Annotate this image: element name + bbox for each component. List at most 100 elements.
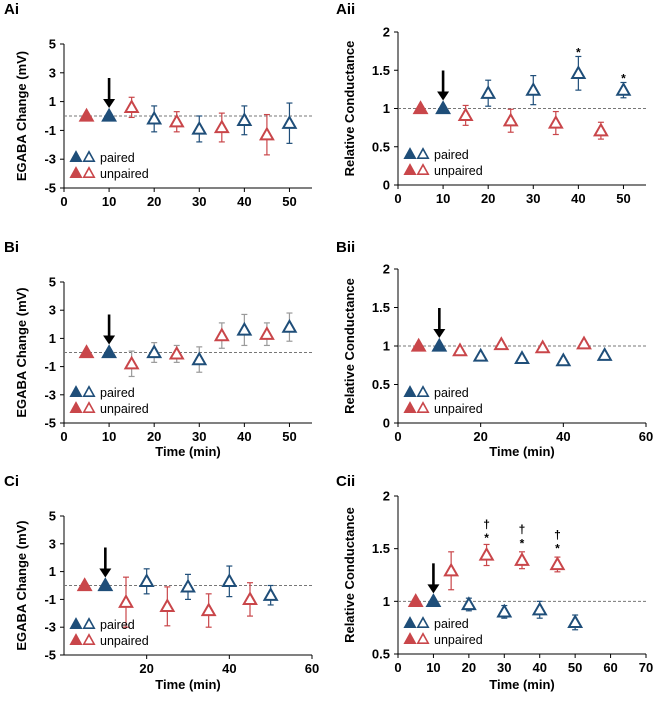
y-tick-label: -1 — [44, 359, 56, 374]
y-tick-label: -5 — [44, 416, 56, 431]
legend-paired-open-icon — [82, 385, 96, 397]
data-point-paired-filled — [101, 107, 118, 122]
y-axis-label: Relative Conductance — [342, 41, 357, 177]
data-point-unpaired-open — [200, 602, 217, 617]
stimulus-arrow-head — [433, 329, 446, 338]
data-point-paired-open — [262, 587, 279, 601]
legend-paired-open-icon — [416, 385, 430, 397]
legend-paired-open-icon — [416, 616, 430, 628]
legend-paired-label: paired — [100, 151, 135, 165]
y-tick-label: 0 — [383, 416, 390, 431]
y-tick-label: -3 — [44, 152, 56, 167]
legend-paired-label: paired — [100, 618, 135, 632]
x-tick-label: 20 — [473, 429, 487, 444]
legend-paired-filled-icon — [69, 150, 83, 162]
stimulus-arrow-head — [103, 335, 116, 345]
y-tick-label: 1 — [383, 594, 390, 609]
data-point-paired-open — [570, 65, 587, 79]
x-tick-label: 40 — [237, 429, 251, 444]
x-tick-label: 50 — [616, 191, 630, 206]
x-tick-label: 0 — [60, 429, 67, 444]
panel-ci: Ci 5 3 1 -1 -3 -5 20 40 60 EGABA Change (mV) Time (… — [4, 473, 319, 692]
x-tick-label: 50 — [568, 660, 582, 675]
y-tick-label: 5 — [49, 37, 56, 52]
legend-unpaired-label: unpaired — [100, 402, 149, 416]
data-point-paired-filled — [425, 593, 442, 607]
legend-paired-label: paired — [100, 386, 135, 400]
data-point-paired-open — [567, 614, 584, 629]
x-tick-label: 30 — [526, 191, 540, 206]
panel-label: Aii — [336, 1, 355, 18]
data-point-paired-open — [281, 318, 298, 333]
x-tick-label: 10 — [102, 429, 116, 444]
y-axis-label: Relative Conductance — [342, 278, 357, 414]
x-axis-label: Time (min) — [155, 444, 221, 459]
data-point-unpaired-open — [478, 546, 495, 561]
x-tick-label: 60 — [639, 429, 653, 444]
legend-unpaired-open-icon — [82, 401, 96, 413]
y-tick-label: 1 — [383, 339, 390, 354]
legend-paired-filled-icon — [403, 616, 417, 628]
data-point-unpaired-open — [258, 126, 275, 141]
y-tick-label: -5 — [44, 648, 56, 663]
data-point-paired-open — [281, 114, 298, 129]
y-tick-label: 2 — [383, 489, 390, 504]
data-point-paired-filled — [435, 100, 452, 115]
y-tick-label: -3 — [44, 387, 56, 402]
data-point-paired-open — [236, 321, 253, 336]
x-tick-label: 40 — [237, 194, 251, 209]
x-tick-label: 20 — [147, 429, 161, 444]
data-point-unpaired-filled — [412, 100, 429, 115]
data-point-unpaired-open — [592, 122, 609, 137]
stimulus-arrow-head — [103, 99, 116, 108]
y-tick-label: -1 — [44, 123, 56, 138]
x-tick-label: 0 — [394, 191, 401, 206]
x-tick-label: 20 — [139, 661, 153, 676]
data-point-paired-open — [236, 112, 253, 126]
data-point-unpaired-open — [123, 99, 140, 114]
y-tick-label: 1.5 — [372, 300, 390, 315]
legend-paired-open-icon — [82, 617, 96, 629]
panel-bi: Bi 5 3 1 -1 -3 -5 0 10 20 30 40 50 EGABA Change (mV) T… — [4, 239, 312, 459]
legend-unpaired-label: unpaired — [434, 633, 483, 647]
data-point-unpaired-open — [159, 598, 176, 612]
data-point-paired-open — [146, 110, 163, 125]
y-tick-label: 3 — [49, 536, 56, 551]
legend-unpaired-filled-icon — [403, 163, 417, 175]
data-point-paired-open — [525, 81, 542, 96]
data-point-unpaired-open — [549, 556, 566, 571]
data-point-paired-filled — [97, 577, 114, 592]
panel-label: Bi — [4, 239, 19, 256]
data-point-paired-open — [221, 573, 238, 587]
x-tick-label: 0 — [394, 660, 401, 675]
y-tick-label: 3 — [49, 303, 56, 318]
y-axis-label: EGABA Change (mV) — [14, 51, 29, 181]
x-tick-label: 60 — [305, 661, 319, 676]
y-tick-label: 1 — [49, 94, 56, 109]
panel-label: Ci — [4, 473, 19, 490]
x-tick-label: 20 — [147, 194, 161, 209]
y-axis-label: Relative Conductance — [342, 507, 357, 643]
data-point-unpaired-open — [123, 355, 140, 370]
data-point-paired-open — [138, 573, 155, 587]
y-tick-label: -5 — [44, 181, 56, 196]
data-point-unpaired-filled — [407, 593, 424, 607]
panel-ai: Ai 5 3 1 -1 -3 -5 0 10 20 30 40 50 EGABA Change (mV) p… — [4, 1, 312, 209]
x-tick-label: 10 — [426, 660, 440, 675]
legend-unpaired-filled-icon — [403, 401, 417, 413]
data-point-paired-open — [555, 352, 572, 367]
panel-label: Bii — [336, 239, 355, 256]
data-point-unpaired-filled — [78, 107, 95, 122]
data-point-unpaired-open — [514, 552, 530, 566]
data-point-paired-filled — [101, 344, 118, 359]
y-tick-label: 0.5 — [372, 647, 390, 662]
y-axis-label: EGABA Change (mV) — [14, 520, 29, 650]
data-point-unpaired-open — [213, 327, 230, 342]
legend-unpaired-open-icon — [416, 163, 430, 175]
y-tick-label: 1.5 — [372, 541, 390, 556]
legend-unpaired-filled-icon — [69, 166, 83, 178]
y-tick-label: 1 — [49, 564, 56, 579]
y-tick-label: 2 — [383, 25, 390, 40]
